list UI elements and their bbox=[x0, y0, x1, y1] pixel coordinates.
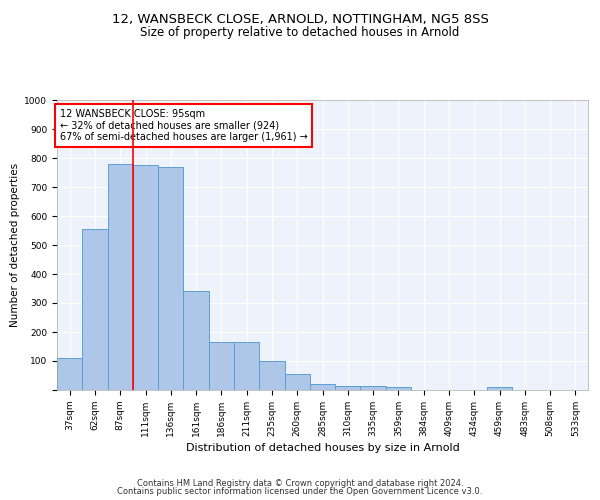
Bar bbox=[310, 384, 335, 390]
Bar bbox=[184, 292, 209, 390]
Bar bbox=[133, 166, 158, 390]
Text: Contains public sector information licensed under the Open Government Licence v3: Contains public sector information licen… bbox=[118, 487, 482, 496]
Bar bbox=[158, 166, 184, 390]
Bar bbox=[335, 386, 361, 390]
Text: Size of property relative to detached houses in Arnold: Size of property relative to detached ho… bbox=[140, 26, 460, 39]
Bar bbox=[57, 358, 82, 390]
Bar bbox=[386, 387, 411, 390]
Y-axis label: Number of detached properties: Number of detached properties bbox=[10, 163, 20, 327]
X-axis label: Distribution of detached houses by size in Arnold: Distribution of detached houses by size … bbox=[185, 443, 460, 453]
Bar bbox=[107, 164, 133, 390]
Text: 12, WANSBECK CLOSE, ARNOLD, NOTTINGHAM, NG5 8SS: 12, WANSBECK CLOSE, ARNOLD, NOTTINGHAM, … bbox=[112, 12, 488, 26]
Bar bbox=[487, 387, 512, 390]
Bar bbox=[361, 386, 386, 390]
Bar bbox=[82, 229, 107, 390]
Bar bbox=[209, 342, 234, 390]
Text: 12 WANSBECK CLOSE: 95sqm
← 32% of detached houses are smaller (924)
67% of semi-: 12 WANSBECK CLOSE: 95sqm ← 32% of detach… bbox=[59, 108, 307, 142]
Bar bbox=[234, 342, 259, 390]
Bar bbox=[259, 361, 284, 390]
Text: Contains HM Land Registry data © Crown copyright and database right 2024.: Contains HM Land Registry data © Crown c… bbox=[137, 478, 463, 488]
Bar bbox=[284, 374, 310, 390]
